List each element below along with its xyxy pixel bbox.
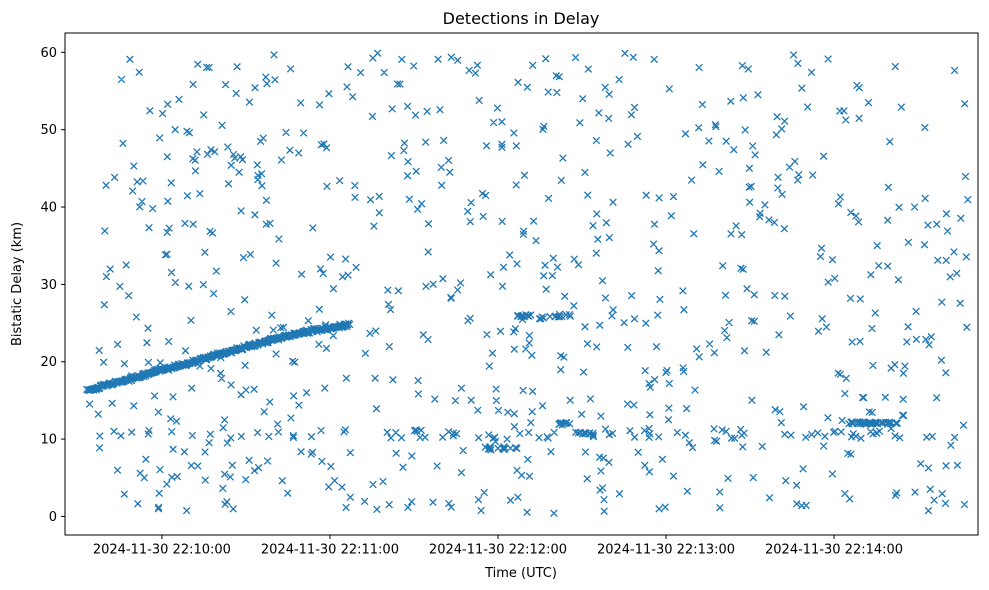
- x-tick-label: 2024-11-30 22:14:00: [765, 543, 903, 558]
- series-background-detections: [85, 49, 972, 517]
- series-clutter-band-11km: [96, 425, 959, 443]
- scatter-points-layer: [83, 49, 972, 517]
- x-tick-label: 2024-11-30 22:12:00: [429, 543, 567, 558]
- y-tick-label: 40: [40, 201, 57, 216]
- series-target-track: [83, 319, 354, 394]
- series-cluster-11km: [572, 428, 597, 439]
- y-axis-label: Bistatic Delay (km): [10, 222, 25, 346]
- y-tick-label: 50: [40, 123, 57, 138]
- series-cluster-12km-early: [555, 418, 574, 429]
- x-tick-label: 2024-11-30 22:13:00: [597, 543, 735, 558]
- y-tick-label: 30: [40, 278, 57, 293]
- series-cluster-12km-late: [845, 418, 901, 428]
- x-axis-label: Time (UTC): [484, 566, 557, 581]
- x-tick-label: 2024-11-30 22:10:00: [93, 543, 231, 558]
- y-tick-label: 0: [49, 510, 57, 525]
- x-tick-label: 2024-11-30 22:11:00: [261, 543, 399, 558]
- series-cluster-26km: [514, 310, 575, 323]
- y-tick-label: 20: [40, 355, 57, 370]
- axis-ticks-layer: 2024-11-30 22:10:00 2024-11-30 22:11:00 20…: [40, 46, 903, 558]
- y-tick-label: 10: [40, 433, 57, 448]
- y-tick-label: 60: [40, 46, 57, 61]
- chart-title: Detections in Delay: [443, 9, 600, 28]
